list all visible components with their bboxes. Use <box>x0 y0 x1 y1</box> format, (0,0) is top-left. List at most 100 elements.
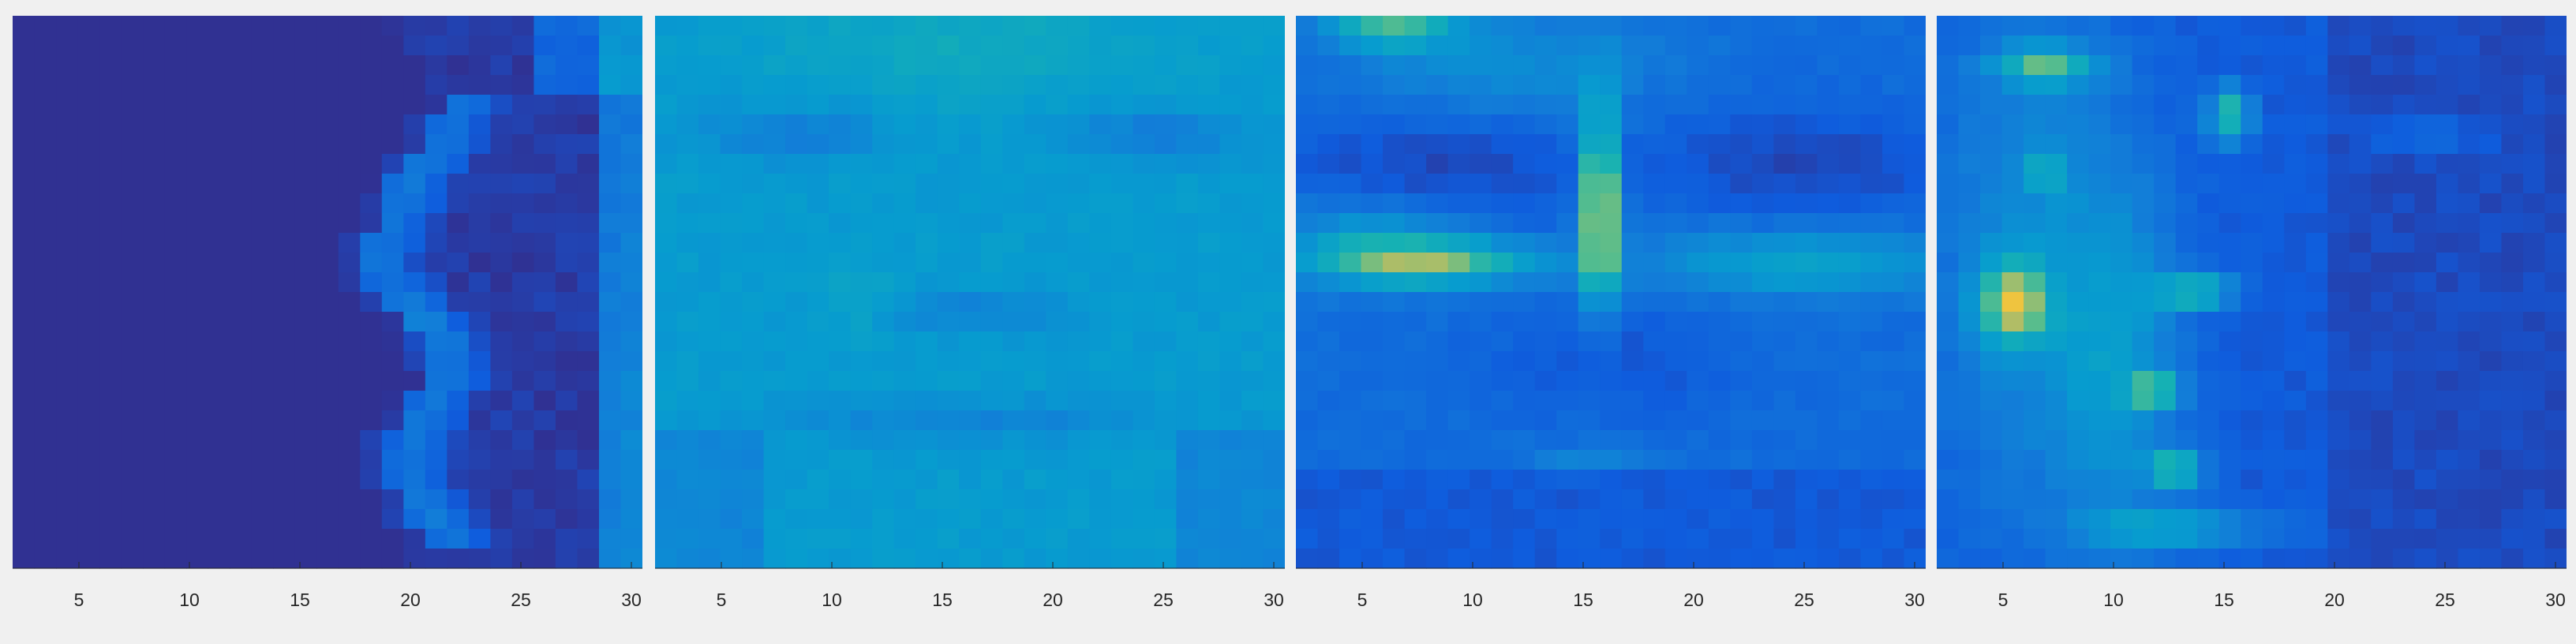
heatmap-cell <box>1534 134 1557 155</box>
heatmap-cell <box>121 410 144 431</box>
heatmap-cell <box>1937 55 1960 76</box>
heatmap-cell <box>1470 75 1492 95</box>
heatmap-cell <box>143 272 166 293</box>
heatmap-cell <box>2458 95 2481 115</box>
heatmap-cell <box>720 114 743 135</box>
heatmap-cell <box>577 351 600 372</box>
heatmap-cell <box>2349 450 2372 470</box>
heatmap-cell <box>2045 114 2068 135</box>
heatmap-cell <box>1176 312 1199 332</box>
heatmap-cell <box>511 213 535 234</box>
heatmap-cell <box>2414 193 2437 214</box>
heatmap-cell <box>915 272 938 293</box>
heatmap-cell <box>2045 391 2068 411</box>
heatmap-cell <box>2001 331 2024 352</box>
heatmap-cell <box>468 154 491 174</box>
heatmap-cell <box>1795 253 1818 273</box>
heatmap-cell <box>1491 36 1514 56</box>
heatmap-cell <box>1937 75 1960 95</box>
heatmap-cell <box>807 75 829 95</box>
heatmap-cell <box>1578 509 1601 530</box>
heatmap-cell <box>1197 36 1221 56</box>
heatmap-cell <box>2088 331 2111 352</box>
heatmap-cell <box>2154 351 2177 372</box>
heatmap-cell <box>381 154 404 174</box>
heatmap-cell <box>294 272 317 293</box>
heatmap-cell <box>937 272 960 293</box>
heatmap-cell <box>1980 16 2003 36</box>
heatmap-cell <box>2088 75 2111 95</box>
heatmap-cell <box>1937 430 1960 451</box>
heatmap-cell <box>850 213 873 234</box>
heatmap-cell <box>2414 75 2437 95</box>
heatmap-cell <box>676 371 699 391</box>
heatmap-cell <box>2067 36 2090 56</box>
heatmap-cell <box>2132 470 2155 490</box>
heatmap-cell <box>2284 16 2307 36</box>
heatmap-cell <box>164 509 187 530</box>
heatmap-cell <box>763 253 786 273</box>
heatmap-cell <box>2024 134 2046 155</box>
heatmap-cell <box>1643 233 1666 253</box>
heatmap-cell <box>1817 95 1840 115</box>
heatmap-cell <box>381 55 404 76</box>
heatmap-cell <box>2262 371 2285 391</box>
heatmap-cell <box>807 174 829 194</box>
heatmap-cell <box>56 371 79 391</box>
heatmap-cell <box>2045 430 2068 451</box>
heatmap-cell <box>338 391 361 411</box>
heatmap-cell <box>381 114 404 135</box>
heatmap-cell <box>2154 430 2177 451</box>
heatmap-cell <box>121 16 144 36</box>
heatmap-cell <box>360 253 383 273</box>
heatmap-cell <box>511 95 535 115</box>
heatmap-cell <box>1296 371 1319 391</box>
heatmap-cell <box>1197 371 1221 391</box>
heatmap-cell <box>893 36 916 56</box>
heatmap-cell <box>2436 154 2459 174</box>
heatmap-cell <box>1219 529 1242 549</box>
heatmap-cell <box>915 489 938 510</box>
heatmap-cell <box>2349 95 2372 115</box>
heatmap-cell <box>316 430 339 451</box>
heatmap-cell <box>720 253 743 273</box>
heatmap-cell <box>2241 410 2263 431</box>
heatmap-cell <box>99 95 122 115</box>
heatmap-cell <box>1317 470 1340 490</box>
heatmap-cell <box>676 450 699 470</box>
heatmap-cell <box>143 75 166 95</box>
heatmap-cell <box>2067 95 2090 115</box>
heatmap-cell <box>1881 509 1905 530</box>
heatmap-cell <box>1470 36 1492 56</box>
heatmap-cell <box>1046 430 1069 451</box>
heatmap-cell <box>893 529 916 549</box>
heatmap-cell <box>1730 233 1753 253</box>
heatmap-cell <box>1046 410 1069 431</box>
heatmap-cell <box>1600 450 1623 470</box>
heatmap-cell <box>893 174 916 194</box>
heatmap-cell <box>468 351 491 372</box>
heatmap-cell <box>1980 193 2003 214</box>
heatmap-cell <box>2327 253 2350 273</box>
heatmap-cell <box>1838 470 1862 490</box>
heatmap-cell <box>698 509 721 530</box>
heatmap-cell <box>676 272 699 293</box>
heatmap-cell <box>1621 75 1644 95</box>
heatmap-cell <box>2067 371 2090 391</box>
heatmap-cell <box>2218 391 2241 411</box>
heatmap-cell <box>56 233 79 253</box>
heatmap-cell <box>56 193 79 214</box>
heatmap-cell <box>655 489 678 510</box>
heatmap-cell <box>403 529 426 549</box>
heatmap-cell <box>1447 489 1470 510</box>
heatmap-cell <box>1513 470 1536 490</box>
heatmap-cell <box>1296 509 1319 530</box>
heatmap-cell <box>2132 154 2155 174</box>
heatmap-cell <box>850 174 873 194</box>
heatmap-cell <box>511 114 535 135</box>
heatmap-cell <box>1937 529 1960 549</box>
heatmap-cell <box>577 16 600 36</box>
heatmap-cell <box>1263 410 1285 431</box>
heatmap-cell <box>1664 253 1687 273</box>
heatmap-cell <box>980 36 1003 56</box>
